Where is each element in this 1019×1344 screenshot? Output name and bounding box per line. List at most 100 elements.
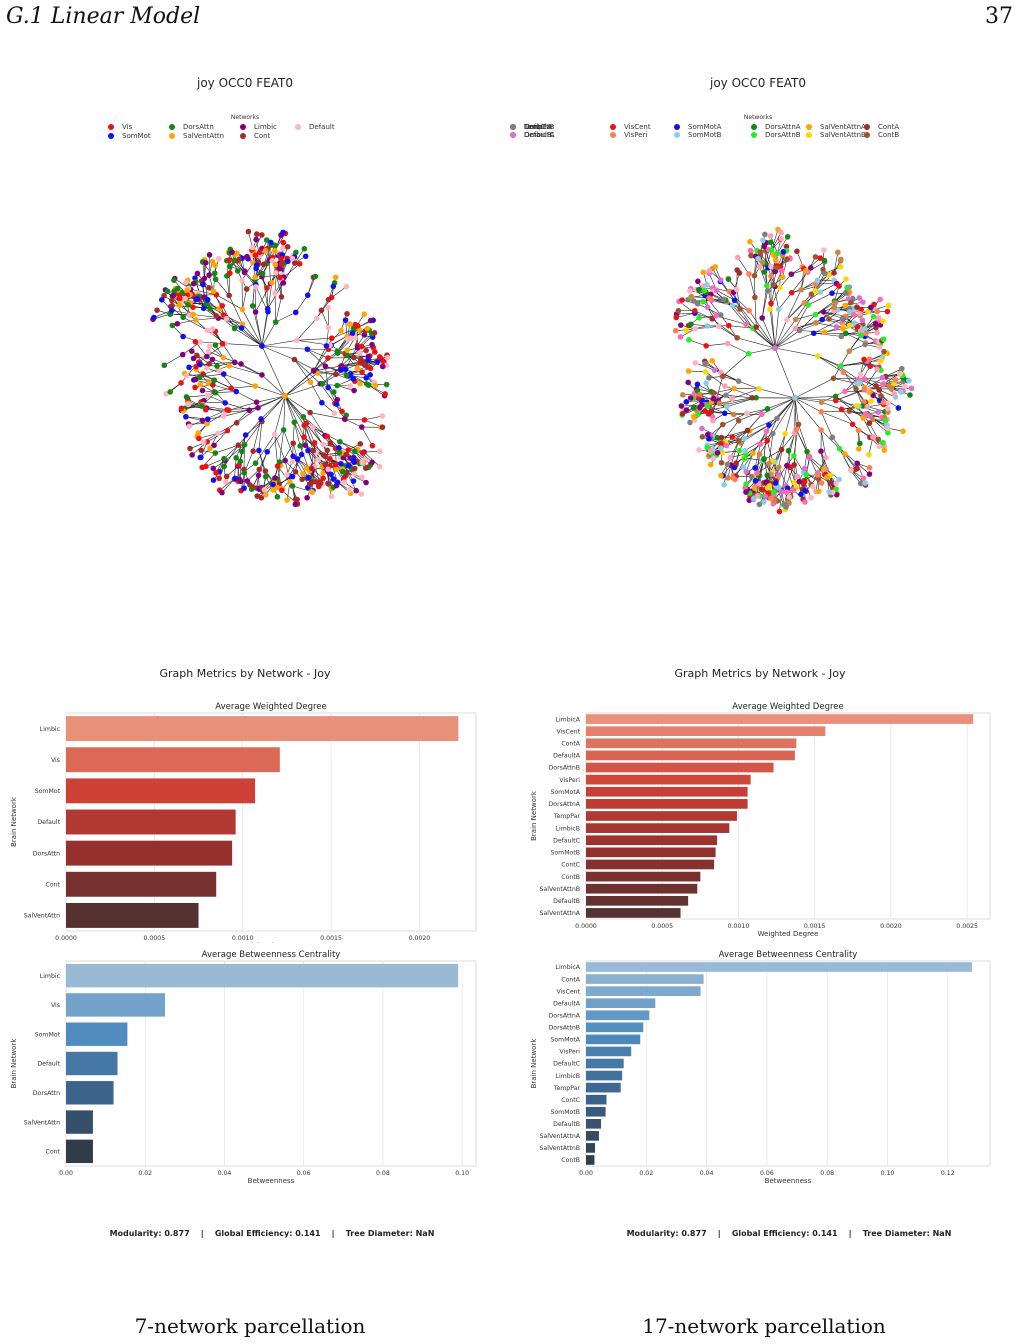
graph-node	[842, 388, 848, 395]
graph-node	[169, 322, 176, 329]
graph-node	[722, 383, 728, 389]
legend-label: DefaultB	[524, 123, 555, 131]
graph-node	[785, 447, 792, 454]
graph-node	[325, 324, 332, 331]
graph-node	[699, 425, 705, 432]
y-axis-label: Brain Network	[10, 1038, 18, 1089]
graph-node	[758, 411, 765, 418]
bar	[66, 716, 459, 742]
graph-node	[851, 320, 857, 326]
bar	[586, 1034, 641, 1045]
y-tick-label: VisCent	[556, 728, 580, 735]
y-tick-label: DorsAttnA	[549, 1012, 581, 1019]
graph-node	[365, 356, 371, 363]
graph-node	[192, 376, 199, 383]
graph-node	[775, 306, 782, 313]
legend-item: ContB	[864, 131, 899, 139]
graph-node	[828, 480, 834, 487]
graph-node	[812, 311, 819, 318]
graph-node	[289, 458, 296, 465]
graph-node	[754, 470, 760, 476]
graph-node	[762, 231, 768, 238]
graph-node	[741, 455, 748, 462]
graph-node	[866, 451, 872, 458]
graph-node	[761, 269, 768, 275]
legend-label: ContA	[878, 123, 900, 131]
graph-node	[866, 464, 873, 471]
legend-marker-icon	[610, 124, 616, 130]
graph-node	[325, 466, 331, 472]
graph-node	[770, 430, 776, 437]
graph-node	[863, 330, 869, 337]
graph-node	[357, 380, 363, 387]
figure-caption: 17-network parcellation	[642, 1314, 886, 1338]
graph-node	[263, 492, 269, 498]
graph-node	[307, 379, 314, 386]
graph-node	[709, 357, 716, 364]
graph-node	[325, 304, 331, 311]
graph-node	[702, 360, 708, 367]
graph-node	[675, 307, 682, 314]
y-tick-label: DefaultB	[553, 898, 580, 905]
graph-node	[829, 290, 835, 296]
graph-node	[779, 274, 786, 281]
legend-label: DefaultC	[524, 131, 555, 139]
graph-node	[746, 271, 752, 277]
graph-node	[372, 349, 378, 355]
graph-node	[762, 493, 769, 500]
graph-node	[718, 434, 725, 441]
graph-node	[280, 427, 287, 433]
graph-node	[334, 382, 340, 389]
graph-node	[866, 471, 873, 477]
legend-item: Cont	[240, 132, 270, 140]
graph-node	[253, 262, 260, 268]
bar	[586, 1082, 621, 1093]
graph-node	[784, 317, 790, 323]
graph-node	[324, 447, 331, 454]
graph-node	[878, 393, 884, 399]
graph-node	[383, 381, 390, 388]
graph-node	[823, 454, 829, 461]
graph-node	[879, 374, 886, 381]
graph-node	[763, 479, 769, 485]
graph-node	[280, 229, 286, 236]
graph-node	[724, 461, 731, 468]
legend-label: DorsAttnB	[765, 131, 801, 139]
graph-node	[342, 366, 349, 373]
graph-node	[161, 362, 168, 369]
graph-node	[338, 362, 345, 369]
graph-node	[899, 365, 905, 372]
graph-node	[350, 478, 357, 484]
graph-node	[339, 468, 346, 475]
graph-node	[709, 316, 716, 322]
graph-node	[767, 306, 773, 313]
legend-label: TempPar	[524, 123, 554, 131]
graph-node	[198, 447, 205, 454]
y-tick-label: Limbic	[40, 726, 61, 733]
graph-node	[363, 347, 369, 354]
graph-node	[853, 403, 860, 409]
graph-node	[875, 436, 882, 443]
x-axis-label: Weighted Degree	[758, 930, 819, 938]
bar	[586, 1010, 650, 1021]
graph-node	[842, 451, 848, 457]
graph-node	[880, 439, 886, 446]
legend-label: SalVentAttnB	[820, 131, 866, 139]
graph-node	[704, 444, 711, 451]
x-tick-label: 0.0010	[728, 923, 750, 930]
graph-node	[778, 268, 785, 274]
graph-node	[718, 445, 724, 452]
graph-node	[207, 343, 213, 349]
graph-node	[197, 361, 203, 368]
graph-node	[743, 321, 749, 328]
legend-label: ContB	[878, 131, 900, 139]
graph-node	[877, 296, 883, 303]
graph-node	[284, 472, 290, 478]
graph-node	[253, 236, 259, 243]
graph-node	[826, 316, 832, 322]
graph-node	[726, 288, 733, 295]
graph-node	[768, 247, 775, 253]
graph-node	[718, 459, 725, 466]
graph-node	[344, 336, 351, 342]
graph-node	[213, 312, 220, 319]
